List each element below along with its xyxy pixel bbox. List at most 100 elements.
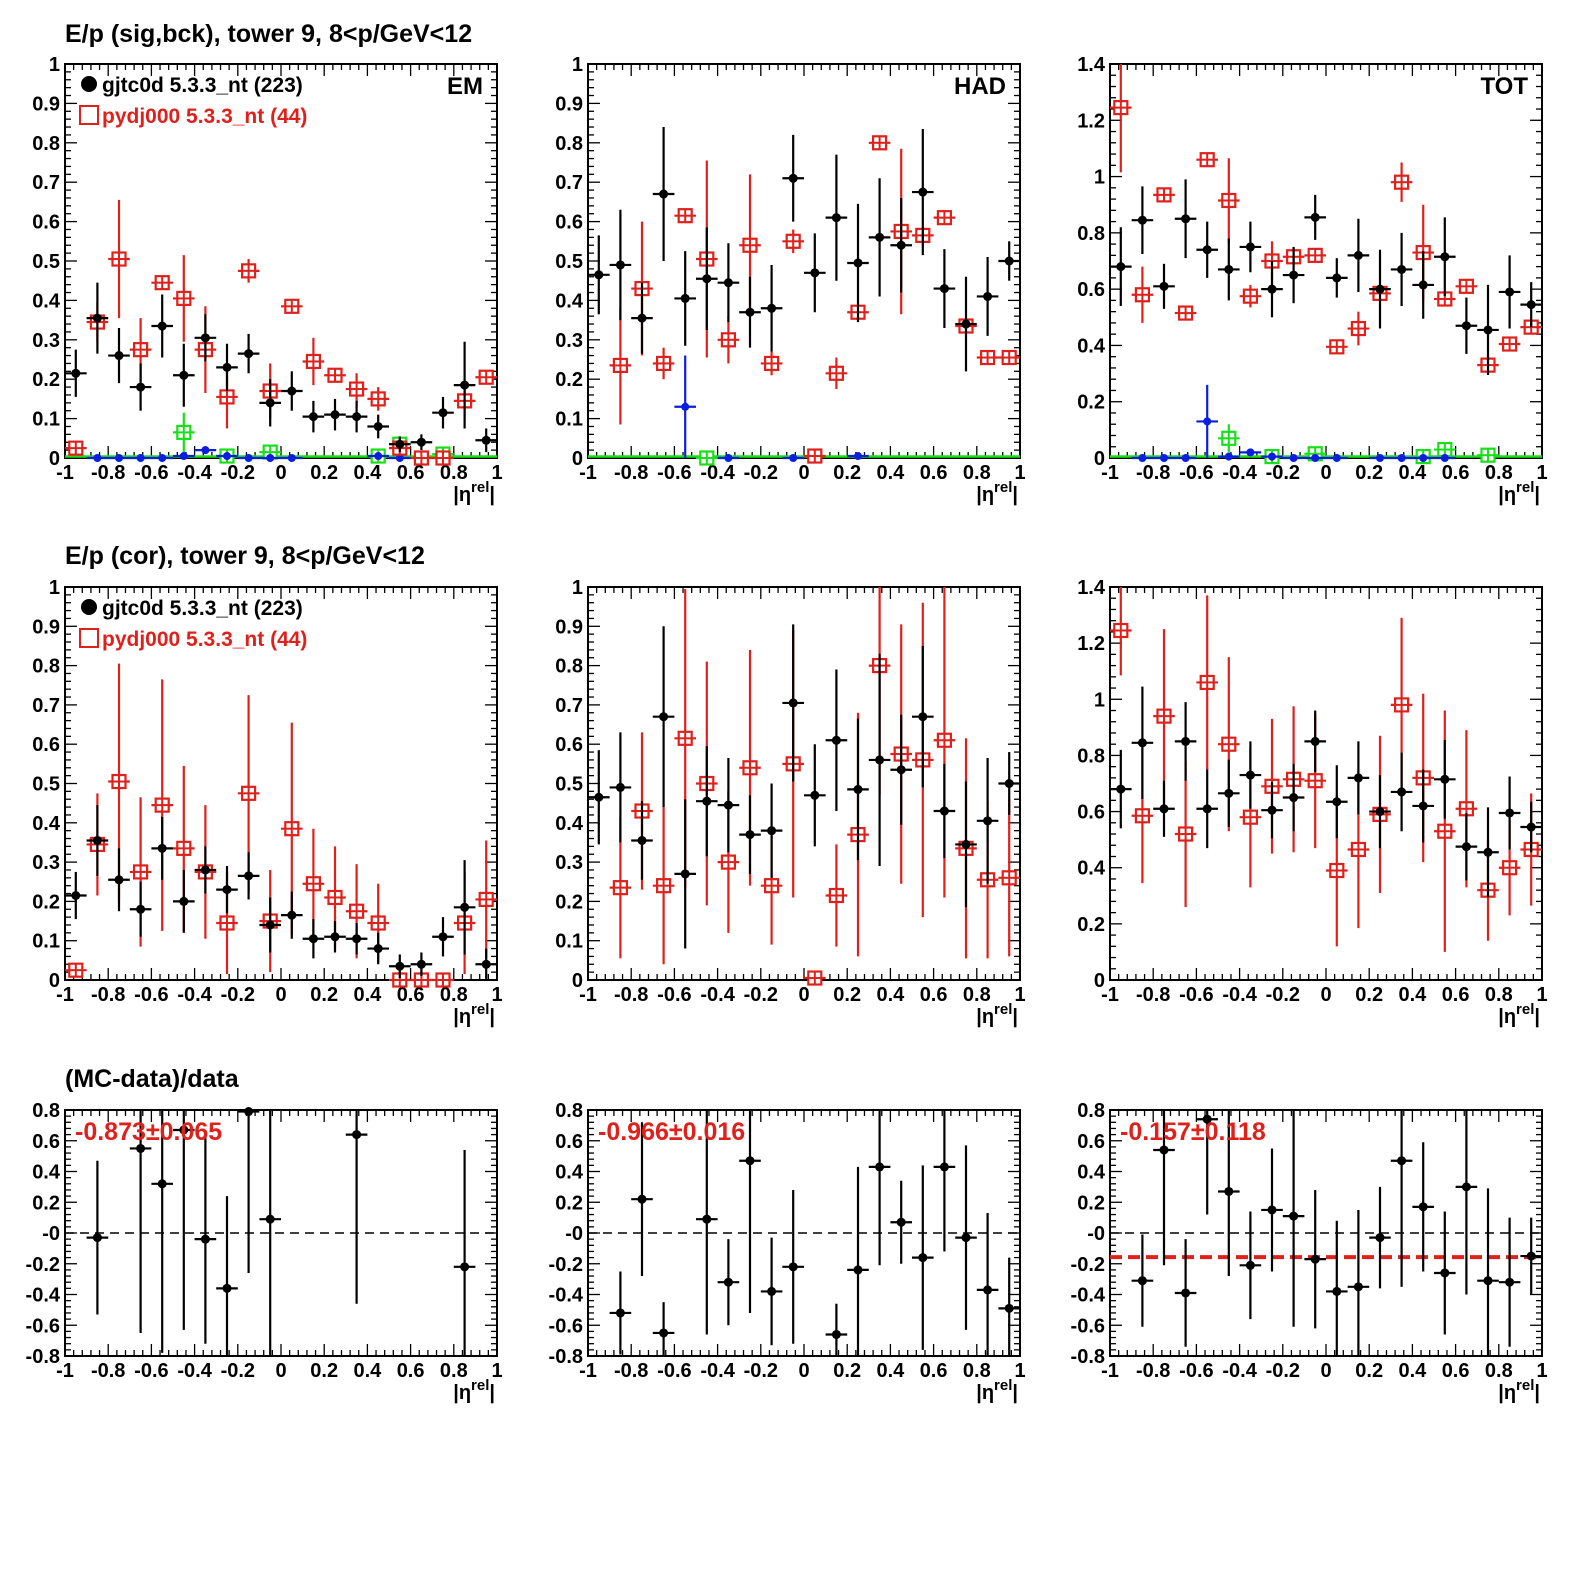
marker	[179, 370, 189, 380]
y-tick-label: 0.2	[1077, 1192, 1105, 1214]
data-point	[868, 135, 891, 151]
data-point	[1434, 739, 1456, 819]
y-tick-label: -0	[565, 1223, 583, 1245]
x-tick-label: 0	[798, 984, 809, 1006]
marker	[136, 1143, 146, 1153]
data-point	[1455, 297, 1478, 354]
x-tick-label: -0.4	[700, 462, 735, 484]
marker	[1397, 264, 1407, 274]
marker	[1310, 212, 1320, 222]
y-tick-label: -0	[1087, 1223, 1105, 1245]
marker	[244, 871, 254, 881]
data-point	[1326, 339, 1348, 355]
x-tick-label: -1	[579, 462, 597, 484]
data-point	[367, 414, 389, 439]
x-tick-label: -0.2	[1266, 1360, 1300, 1382]
data-point	[588, 235, 610, 315]
marker	[222, 362, 232, 372]
y-tick-label: 0.7	[32, 695, 60, 717]
fit-result-text: -0.966±0.016	[598, 1118, 745, 1146]
x-tick-label: 1	[1014, 984, 1025, 1006]
y-tick-label: 0.4	[1077, 335, 1106, 357]
series-mc	[65, 663, 497, 988]
data-point	[129, 881, 152, 937]
data-point	[194, 446, 217, 455]
marker	[460, 902, 470, 912]
series-data	[1110, 179, 1542, 375]
marker	[1505, 1277, 1515, 1287]
data-point	[674, 799, 696, 949]
data-point	[345, 373, 368, 405]
x-tick-label: 0	[275, 984, 286, 1006]
marker	[723, 800, 733, 810]
data-point	[782, 624, 804, 782]
y-tick-label: -0.2	[26, 1254, 60, 1276]
data-point	[453, 860, 476, 955]
x-tick-label: -0.4	[700, 1360, 735, 1382]
marker	[222, 885, 232, 895]
marker	[767, 826, 777, 836]
marker	[395, 961, 405, 971]
data-point	[976, 1213, 999, 1356]
marker	[200, 1234, 210, 1244]
data-point	[1261, 452, 1283, 461]
marker	[854, 452, 862, 461]
data-point	[1282, 1110, 1305, 1327]
y-tick-label: 0.6	[555, 1131, 583, 1153]
marker	[1461, 321, 1471, 331]
marker	[1137, 1276, 1147, 1286]
marker	[438, 932, 448, 942]
data-point	[475, 369, 497, 385]
y-tick-label: 0.9	[32, 616, 60, 638]
data-point	[1369, 775, 1391, 849]
x-tick-label: -0.2	[221, 462, 255, 484]
x-tick-label: -0.8	[614, 462, 648, 484]
data-point	[475, 428, 497, 453]
panel-em-cor-: 00.10.20.30.40.50.60.70.80.91-1 -0.8 -0.6-…	[32, 577, 502, 1028]
data-point	[804, 233, 826, 313]
marker	[594, 792, 604, 802]
data-point	[1110, 64, 1132, 173]
marker	[395, 454, 404, 462]
data-point	[847, 203, 869, 323]
data-point	[1326, 765, 1348, 839]
x-axis-label: |ηrel|	[976, 1001, 1018, 1028]
x-tick-label: -0.2	[744, 1360, 778, 1382]
data-point	[739, 1110, 761, 1313]
y-tick-label: 0.6	[32, 212, 60, 234]
x-tick-label: 0.2	[310, 1360, 338, 1382]
marker	[287, 386, 297, 396]
data-point	[717, 316, 740, 364]
marker	[1353, 250, 1363, 260]
y-tick-label: 0.4	[1077, 858, 1106, 880]
y-tick-label: 0.2	[555, 369, 583, 391]
marker	[266, 454, 275, 462]
x-tick-label: 0.2	[833, 462, 861, 484]
x-tick-label: -0.4	[1222, 1360, 1257, 1382]
marker	[200, 333, 210, 343]
x-tick-label: 0.6	[920, 462, 948, 484]
x-tick-label: -0.6	[1179, 1360, 1213, 1382]
data-point	[1498, 1217, 1521, 1347]
data-point	[432, 450, 454, 466]
y-tick-label: 0.3	[555, 330, 583, 352]
y-tick-label: -0.4	[549, 1285, 584, 1307]
data-point	[998, 752, 1020, 815]
data-point	[453, 341, 476, 429]
y-tick-label: 0.8	[1077, 1100, 1105, 1122]
data-point	[652, 626, 675, 808]
y-tick-label: 0.1	[555, 409, 583, 431]
x-tick-label: 1	[491, 984, 502, 1006]
marker	[93, 454, 102, 462]
x-tick-label: -0.4	[1222, 984, 1257, 1006]
data-point	[912, 1165, 934, 1350]
x-tick-label: 1	[1536, 462, 1547, 484]
marker	[918, 712, 928, 722]
data-point	[1347, 1209, 1370, 1356]
marker	[244, 454, 253, 462]
x-tick-label: -0.4	[177, 1360, 212, 1382]
marker	[1160, 454, 1168, 462]
y-tick-label: 0.8	[555, 656, 583, 678]
data-point	[1369, 454, 1391, 462]
